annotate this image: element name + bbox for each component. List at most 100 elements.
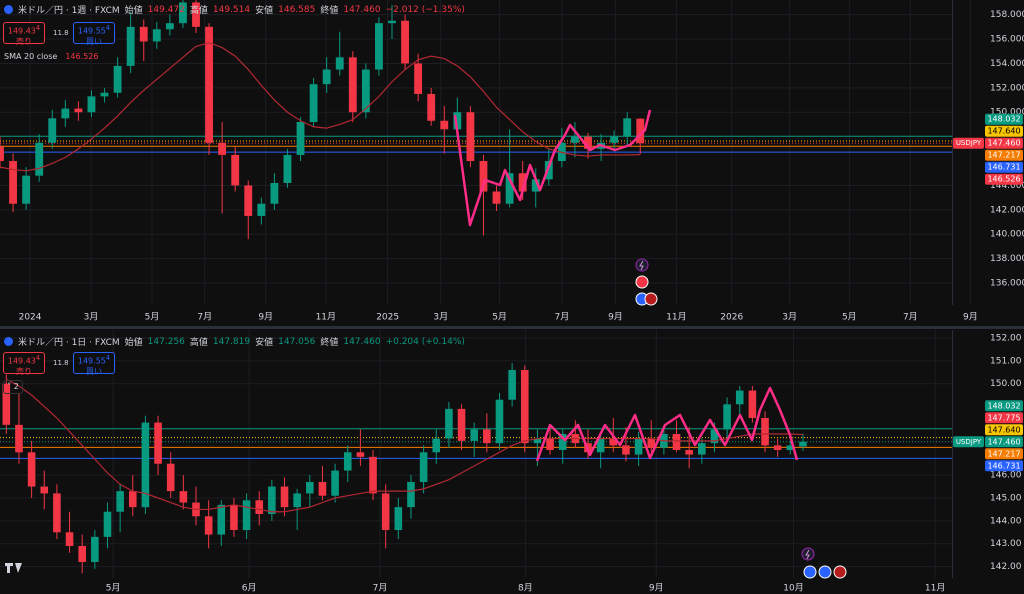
candle-body: [296, 122, 305, 155]
low-label: 安値: [255, 338, 274, 348]
candle-body: [318, 482, 327, 496]
candle-body: [280, 486, 289, 508]
y-tick-label: 152.000: [990, 83, 1024, 93]
price-tag: [985, 113, 1023, 125]
candle-body: [414, 63, 423, 94]
buy-button[interactable]: 149.554 買い: [73, 352, 115, 376]
sell-price: 149.43: [7, 26, 36, 36]
candle-body: [427, 93, 436, 121]
indicator-legend[interactable]: SMA 20 close 146.526: [4, 52, 98, 61]
price-tag: [985, 149, 1023, 161]
event-icon[interactable]: [644, 292, 658, 306]
y-tick-label: 142.00: [990, 562, 1022, 572]
candle-body: [91, 536, 99, 562]
symbol-tag-label: USDJPY: [956, 438, 982, 446]
candle-body: [230, 504, 238, 530]
candle-body: [100, 92, 109, 97]
event-icon[interactable]: [833, 565, 847, 579]
price-tag: [985, 400, 1023, 412]
open-label: 始値: [124, 338, 143, 348]
spread: 11.8: [53, 29, 69, 37]
candle-body: [419, 452, 428, 482]
price-tag: [985, 412, 1023, 424]
candle-body: [231, 154, 240, 186]
candle-body: [2, 383, 11, 425]
candle-body: [546, 438, 554, 450]
candle-body: [242, 500, 251, 530]
price-tag-label: 147.640: [987, 425, 1020, 434]
candle-body: [445, 408, 453, 439]
candle-body: [609, 438, 618, 446]
x-tick-label: 11月: [316, 312, 336, 323]
price-tag-label: 147.775: [987, 413, 1020, 422]
candle-body: [335, 57, 344, 70]
candle-body: [466, 112, 475, 162]
symbol-title[interactable]: 米ドル／円 · 1週 · FXCM: [18, 6, 120, 16]
symbol-title[interactable]: 米ドル／円 · 1日 · FXCM: [18, 338, 120, 348]
event-icon[interactable]: [818, 565, 832, 579]
price-tag: [985, 424, 1023, 436]
candle-body: [205, 26, 213, 143]
event-icon[interactable]: [803, 565, 817, 579]
x-tick-label: 9月: [649, 583, 664, 594]
y-tick-label: 143.00: [990, 539, 1022, 549]
candle-body: [375, 23, 383, 70]
sell-button[interactable]: 149.434 売り: [3, 22, 45, 46]
price-tag: [985, 173, 1023, 185]
symbol-icon: [4, 337, 13, 346]
y-tick-label: 136.000: [990, 279, 1024, 289]
candle-body: [381, 493, 390, 530]
symbol-tag-label: USDJPY: [956, 139, 982, 147]
event-icon: [639, 260, 644, 271]
y-tick-label: 152.00: [990, 334, 1022, 344]
price-tag-label: 147.217: [987, 449, 1020, 458]
candle-body: [113, 65, 122, 93]
candle-body: [432, 438, 441, 453]
candle-body: [401, 20, 409, 64]
candle-body: [685, 450, 693, 455]
y-tick-label: 151.00: [990, 356, 1022, 366]
x-tick-label: 5月: [842, 312, 857, 323]
candle-body: [268, 486, 276, 514]
candle-body: [356, 452, 365, 457]
high-value: 147.819: [212, 336, 251, 347]
drawing-zigzag[interactable]: [535, 386, 799, 462]
x-tick-label: 7月: [373, 583, 388, 594]
candle-body: [723, 404, 731, 430]
candle-body: [748, 390, 757, 418]
candle-body: [87, 96, 96, 113]
buy-button[interactable]: 149.554 買い: [73, 22, 115, 46]
plot: [0, 0, 952, 240]
price-tag-label: 148.032: [987, 401, 1020, 410]
x-tick-label: 9月: [963, 312, 978, 323]
candle-body: [698, 443, 706, 455]
sell-pip: 4: [35, 354, 41, 362]
buy-pip: 4: [105, 24, 111, 32]
sma-line: [6, 378, 803, 513]
symbol-tag: [953, 137, 984, 149]
candle-body: [128, 491, 137, 508]
event-icon[interactable]: [635, 258, 649, 272]
candle-body: [508, 370, 516, 400]
candle-body: [505, 173, 514, 204]
candle-body: [255, 500, 264, 514]
open-value: 149.472: [147, 4, 185, 15]
open-label: 始値: [124, 6, 143, 16]
candle-body: [710, 429, 719, 444]
x-tick-label: 7月: [197, 312, 212, 323]
event-icons[interactable]: [635, 258, 847, 579]
sma-line: [0, 42, 641, 172]
candle-body: [61, 108, 70, 119]
x-tick-label: 6月: [242, 583, 257, 594]
event-icon[interactable]: [801, 547, 815, 561]
sell-button[interactable]: 149.434 売り: [3, 352, 45, 376]
drawing-zigzag[interactable]: [453, 109, 652, 227]
candle-body: [636, 118, 645, 144]
indicators-toggle[interactable]: ˅ 2: [3, 380, 23, 394]
event-icon[interactable]: [635, 275, 649, 289]
candle-body: [596, 438, 605, 453]
y-tick-label: 144.00: [990, 516, 1022, 526]
tv-logo[interactable]: [5, 563, 22, 573]
